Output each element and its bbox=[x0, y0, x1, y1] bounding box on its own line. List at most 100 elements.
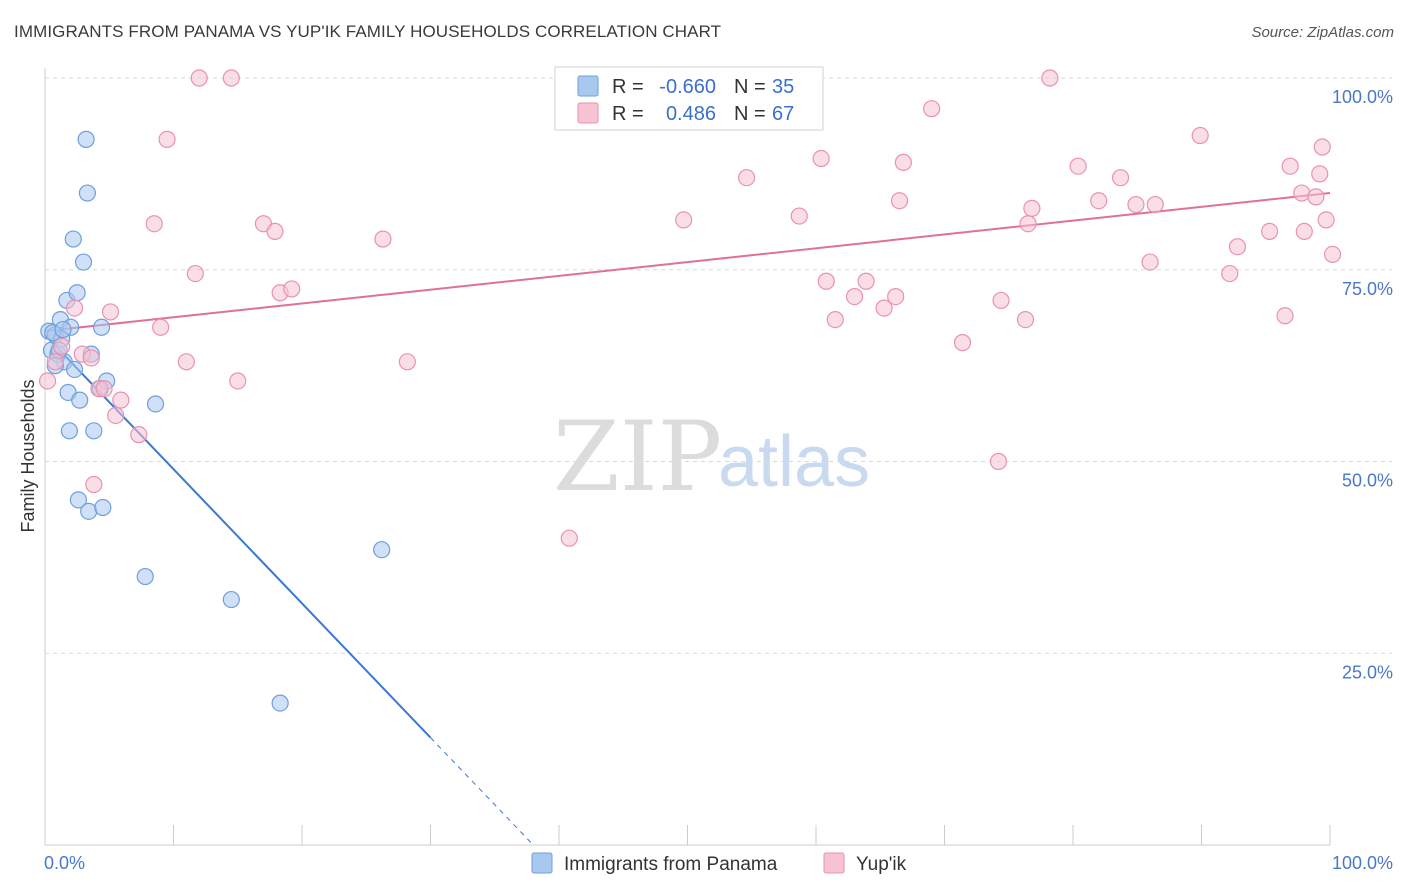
x-tick-label: 0.0% bbox=[44, 853, 85, 873]
panama-point bbox=[77, 130, 95, 148]
yupik-point bbox=[186, 264, 204, 283]
yupik-point bbox=[82, 349, 100, 367]
yupik-point bbox=[107, 406, 125, 425]
panama-trend-extension bbox=[430, 737, 534, 846]
yupik-trend-line bbox=[44, 192, 1331, 333]
yupik-point bbox=[1019, 215, 1037, 233]
yupik-point bbox=[1317, 211, 1335, 229]
yupik-point bbox=[1307, 188, 1325, 206]
yupik-point bbox=[845, 287, 864, 306]
yupik-point bbox=[130, 426, 148, 444]
legend-r-label: R = bbox=[612, 103, 644, 125]
yupik-point bbox=[283, 280, 301, 298]
yupik-point bbox=[53, 337, 71, 356]
panama-point bbox=[92, 318, 111, 336]
data-points bbox=[38, 69, 1342, 712]
yupik-point bbox=[989, 452, 1008, 471]
yupik-point bbox=[738, 169, 756, 187]
yupik-point bbox=[266, 222, 284, 240]
yupik-point bbox=[887, 287, 905, 306]
legend-r-value: -0.660 bbox=[659, 76, 716, 98]
yupik-point bbox=[85, 475, 103, 494]
yupik-point bbox=[894, 153, 912, 171]
panama-point bbox=[60, 422, 79, 440]
yupik-point bbox=[1191, 126, 1209, 145]
yupik-point bbox=[1281, 157, 1299, 175]
yupik-point bbox=[923, 100, 941, 118]
panama-point bbox=[65, 360, 84, 379]
yupik-point bbox=[46, 353, 64, 371]
yupik-point bbox=[1276, 307, 1294, 325]
yupik-point bbox=[101, 303, 120, 321]
yupik-point bbox=[1221, 264, 1239, 283]
yupik-point bbox=[112, 391, 130, 409]
yupik-point bbox=[1090, 192, 1108, 210]
legend-series-label: Immigrants from Panama bbox=[564, 854, 778, 875]
yupik-point bbox=[790, 207, 808, 225]
axes bbox=[44, 68, 1331, 846]
yupik-point bbox=[1261, 222, 1279, 240]
series-legend: Immigrants from Panama Yup'ik bbox=[531, 852, 907, 875]
yupik-point bbox=[1146, 195, 1164, 214]
yupik-point bbox=[65, 299, 84, 317]
x-tick-labels: 0.0% 100.0% bbox=[44, 853, 1393, 873]
legend-box bbox=[554, 66, 824, 131]
panama-point bbox=[68, 284, 86, 302]
yupik-point bbox=[817, 272, 835, 290]
yupik-point bbox=[675, 211, 693, 229]
grid-lines bbox=[45, 77, 1392, 654]
yupik-point bbox=[1069, 157, 1087, 175]
panama-point bbox=[94, 498, 112, 517]
yupik-point bbox=[222, 69, 240, 87]
y-tick-label: 25.0% bbox=[1342, 662, 1393, 682]
yupik-point bbox=[857, 272, 875, 290]
panama-point bbox=[54, 320, 72, 339]
yupik-point bbox=[1141, 253, 1159, 271]
legend-swatch-pink bbox=[577, 102, 599, 124]
yupik-point bbox=[1295, 222, 1313, 240]
yupik-point bbox=[95, 380, 113, 398]
yupik-point bbox=[1323, 245, 1342, 264]
yupik-point bbox=[398, 353, 416, 371]
legend-n-label: N = bbox=[734, 76, 766, 98]
panama-point bbox=[80, 502, 98, 520]
panama-point bbox=[64, 230, 82, 248]
y-tick-label: 100.0% bbox=[1332, 87, 1393, 107]
y-tick-labels: 25.0% 50.0% 75.0% 100.0% bbox=[1332, 87, 1393, 682]
yupik-point bbox=[1041, 69, 1059, 87]
yupik-point bbox=[812, 149, 830, 168]
legend-r-label: R = bbox=[612, 76, 644, 98]
watermark-atlas: atlas bbox=[718, 422, 870, 502]
panama-point bbox=[69, 491, 88, 509]
panama-point bbox=[271, 694, 289, 712]
legend-r-value: 0.486 bbox=[666, 103, 716, 125]
stats-legend: R = -0.660 N = 35 R = 0.486 N = 67 bbox=[554, 66, 824, 131]
yupik-point bbox=[890, 192, 909, 210]
yupik-point bbox=[992, 291, 1010, 310]
panama-point bbox=[71, 391, 89, 409]
trend-lines bbox=[44, 192, 1331, 846]
yupik-point bbox=[190, 69, 208, 87]
yupik-point bbox=[1016, 311, 1035, 329]
panama-point bbox=[85, 422, 103, 440]
legend-swatch-pink bbox=[823, 852, 845, 874]
yupik-point bbox=[1313, 138, 1331, 156]
panama-trend-line bbox=[44, 334, 432, 739]
legend-n-value: 35 bbox=[772, 76, 794, 98]
yupik-point bbox=[953, 334, 972, 352]
yupik-point bbox=[152, 318, 170, 336]
yupik-point bbox=[145, 215, 163, 233]
yupik-point bbox=[1127, 195, 1145, 214]
yupik-point bbox=[1023, 199, 1041, 217]
yupik-point bbox=[1111, 169, 1130, 187]
panama-point bbox=[146, 395, 165, 413]
legend-n-label: N = bbox=[734, 103, 766, 125]
yupik-point bbox=[826, 311, 844, 329]
y-tick-label: 75.0% bbox=[1342, 279, 1393, 299]
yupik-point bbox=[158, 130, 176, 148]
chart-source: Source: ZipAtlas.com bbox=[1251, 24, 1394, 41]
yupik-point bbox=[374, 230, 392, 248]
panama-point bbox=[74, 253, 93, 271]
panama-point bbox=[136, 567, 154, 586]
